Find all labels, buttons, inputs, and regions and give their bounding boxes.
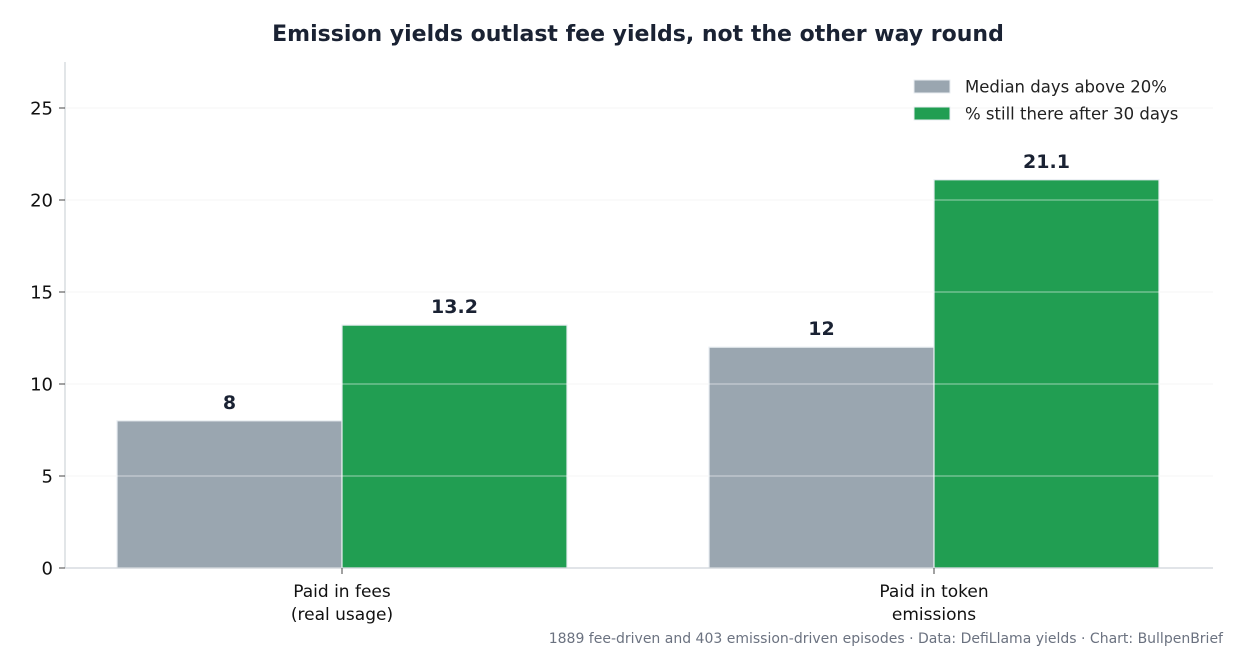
y-tick-label: 20 bbox=[30, 191, 53, 212]
x-tick-label: Paid in token bbox=[879, 582, 988, 602]
legend-swatch bbox=[913, 79, 951, 94]
data-label: 12 bbox=[808, 318, 834, 340]
data-label: 21.1 bbox=[1023, 151, 1070, 173]
data-labels: 8 12 13.2 21.1 bbox=[223, 151, 1070, 414]
legend: Median days above 20% % still there after… bbox=[913, 78, 1178, 124]
bar-series-1-cat-1 bbox=[933, 179, 1160, 569]
chart-caption: 1889 fee-driven and 403 emission-driven … bbox=[549, 631, 1224, 647]
y-tick-label: 15 bbox=[30, 283, 53, 304]
bar-series-0-cat-1 bbox=[708, 346, 935, 569]
grid-overlay bbox=[65, 107, 1213, 477]
y-tick-label: 10 bbox=[30, 375, 53, 396]
chart-title: Emission yields outlast fee yields, not … bbox=[272, 22, 1004, 47]
y-tick-label: 25 bbox=[30, 99, 53, 120]
x-tick-label: (real usage) bbox=[291, 605, 393, 625]
legend-label: Median days above 20% bbox=[965, 78, 1167, 97]
x-tick-label: Paid in fees bbox=[293, 582, 391, 602]
legend-label: % still there after 30 days bbox=[965, 105, 1178, 124]
data-label: 13.2 bbox=[431, 296, 478, 318]
y-tick-label: 5 bbox=[42, 467, 53, 488]
y-tick-label: 0 bbox=[42, 559, 53, 580]
legend-swatch bbox=[913, 106, 951, 121]
bars bbox=[116, 179, 1160, 569]
data-label: 8 bbox=[223, 392, 236, 414]
axes: 0 5 10 15 20 25 Paid in fees (real usage) Paid i… bbox=[30, 62, 1213, 625]
x-tick-label: emissions bbox=[892, 605, 976, 625]
bar-series-0-cat-0 bbox=[116, 420, 343, 569]
bar-series-1-cat-0 bbox=[341, 324, 568, 569]
